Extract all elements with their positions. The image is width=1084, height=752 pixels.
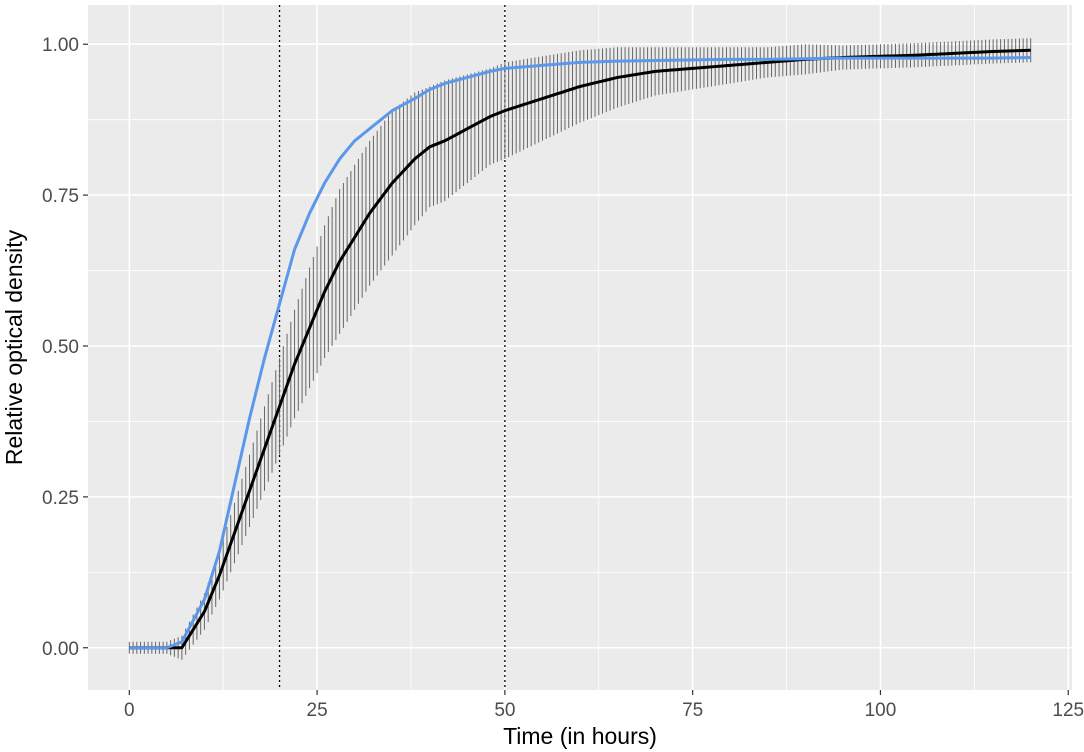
x-tick-label: 125: [1052, 700, 1084, 721]
x-axis-ticks: 0 25 50 75 100 125: [124, 690, 1084, 721]
x-tick-label: 25: [307, 700, 328, 721]
x-tick-label: 50: [494, 700, 515, 721]
x-tick-label: 100: [865, 700, 897, 721]
minor-gridlines: [88, 5, 1072, 690]
series-line-1: [129, 48, 1031, 650]
y-axis-title: Relative optical density: [1, 229, 27, 465]
y-tick-label: 1.00: [42, 35, 79, 56]
reference-lines: [278, 5, 506, 690]
series-lines: [129, 48, 1031, 650]
x-tick-label: 75: [682, 700, 703, 721]
y-tick-label: 0.00: [42, 639, 79, 660]
y-axis-ticks: 0.00 0.25 0.50 0.75 1.00: [42, 35, 88, 660]
series-line-2: [129, 56, 1031, 650]
x-axis-title: Time (in hours): [503, 723, 657, 749]
y-tick-label: 0.75: [42, 186, 79, 207]
y-tick-label: 0.50: [42, 337, 79, 358]
y-tick-label: 0.25: [42, 488, 79, 509]
x-tick-label: 0: [124, 700, 135, 721]
